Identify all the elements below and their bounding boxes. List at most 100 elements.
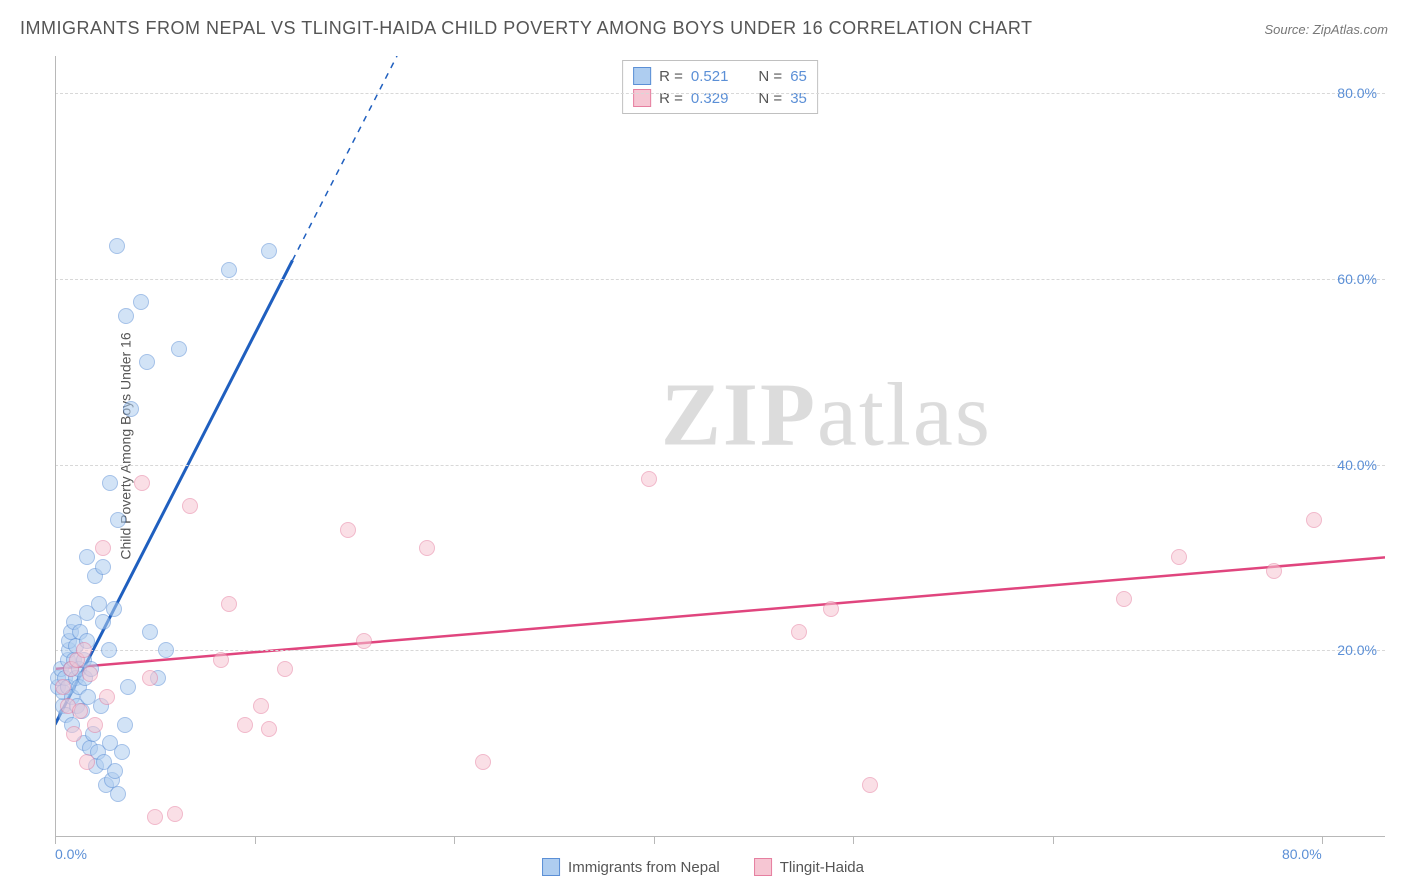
legend-swatch: [633, 89, 651, 107]
data-point-nepal: [117, 717, 133, 733]
watermark-suffix: atlas: [817, 365, 992, 464]
x-tick-mark: [255, 836, 256, 844]
data-point-tlingit: [95, 540, 111, 556]
n-label: N =: [758, 90, 782, 107]
data-point-tlingit: [862, 777, 878, 793]
x-tick-label: 80.0%: [1282, 846, 1322, 862]
data-point-tlingit: [1306, 512, 1322, 528]
data-point-nepal: [171, 341, 187, 357]
data-point-nepal: [109, 238, 125, 254]
data-point-tlingit: [142, 670, 158, 686]
data-point-tlingit: [66, 726, 82, 742]
data-point-tlingit: [76, 642, 92, 658]
correlation-legend: R = 0.521 N = 65 R = 0.329 N = 35: [622, 60, 818, 114]
data-point-nepal: [79, 549, 95, 565]
data-point-tlingit: [475, 754, 491, 770]
n-value: 65: [790, 68, 807, 85]
legend-swatch: [633, 67, 651, 85]
legend-label: Immigrants from Nepal: [568, 859, 720, 876]
x-tick-mark: [654, 836, 655, 844]
data-point-nepal: [120, 679, 136, 695]
plot-area: ZIPatlas R = 0.521 N = 65 R = 0.329 N = 35 20.0…: [55, 56, 1385, 836]
data-point-nepal: [95, 614, 111, 630]
gridline-h: [55, 93, 1385, 94]
data-point-nepal: [139, 354, 155, 370]
regression-line-nepal: [55, 260, 293, 724]
data-point-tlingit: [237, 717, 253, 733]
data-point-nepal: [221, 262, 237, 278]
data-point-nepal: [101, 642, 117, 658]
data-point-nepal: [142, 624, 158, 640]
source-attribution: Source: ZipAtlas.com: [1264, 22, 1388, 37]
data-point-tlingit: [823, 601, 839, 617]
data-point-tlingit: [82, 666, 98, 682]
chart-title: IMMIGRANTS FROM NEPAL VS TLINGIT-HAIDA C…: [20, 18, 1033, 39]
data-point-tlingit: [419, 540, 435, 556]
data-point-tlingit: [641, 471, 657, 487]
r-value: 0.521: [691, 68, 729, 85]
data-point-tlingit: [1171, 549, 1187, 565]
data-point-tlingit: [99, 689, 115, 705]
regression-line-tlingit: [55, 557, 1385, 668]
data-point-nepal: [261, 243, 277, 259]
x-tick-mark: [1053, 836, 1054, 844]
n-label: N =: [758, 68, 782, 85]
data-point-nepal: [123, 401, 139, 417]
data-point-tlingit: [791, 624, 807, 640]
r-value: 0.329: [691, 90, 729, 107]
x-tick-mark: [454, 836, 455, 844]
gridline-h: [55, 465, 1385, 466]
data-point-tlingit: [356, 633, 372, 649]
legend-item-nepal: Immigrants from Nepal: [542, 858, 720, 876]
r-label: R =: [659, 90, 683, 107]
data-point-tlingit: [253, 698, 269, 714]
data-point-tlingit: [261, 721, 277, 737]
data-point-tlingit: [79, 754, 95, 770]
gridline-h: [55, 279, 1385, 280]
data-point-tlingit: [72, 703, 88, 719]
data-point-nepal: [110, 512, 126, 528]
data-point-tlingit: [1116, 591, 1132, 607]
data-point-nepal: [95, 559, 111, 575]
watermark: ZIPatlas: [661, 363, 992, 466]
y-axis: [55, 56, 56, 836]
legend-item-tlingit: Tlingit-Haida: [754, 858, 864, 876]
legend-stat-row-tlingit: R = 0.329 N = 35: [633, 87, 807, 109]
legend-label: Tlingit-Haida: [780, 859, 864, 876]
y-tick-label: 60.0%: [1337, 271, 1377, 287]
data-point-nepal: [114, 744, 130, 760]
x-tick-mark: [1322, 836, 1323, 844]
watermark-prefix: ZIP: [661, 365, 817, 464]
data-point-tlingit: [147, 809, 163, 825]
y-tick-label: 20.0%: [1337, 642, 1377, 658]
data-point-tlingit: [55, 679, 71, 695]
legend-swatch: [754, 858, 772, 876]
data-point-tlingit: [1266, 563, 1282, 579]
data-point-tlingit: [340, 522, 356, 538]
data-point-nepal: [133, 294, 149, 310]
data-point-tlingit: [213, 652, 229, 668]
regression-line-nepal-dashed: [293, 56, 398, 260]
y-tick-label: 40.0%: [1337, 457, 1377, 473]
data-point-tlingit: [277, 661, 293, 677]
legend-swatch: [542, 858, 560, 876]
x-tick-label: 0.0%: [55, 846, 87, 862]
data-point-tlingit: [134, 475, 150, 491]
n-value: 35: [790, 90, 807, 107]
data-point-tlingit: [87, 717, 103, 733]
x-tick-mark: [853, 836, 854, 844]
x-tick-mark: [55, 836, 56, 844]
data-point-tlingit: [221, 596, 237, 612]
r-label: R =: [659, 68, 683, 85]
data-point-nepal: [107, 763, 123, 779]
series-legend: Immigrants from Nepal Tlingit-Haida: [542, 858, 864, 876]
data-point-nepal: [106, 601, 122, 617]
gridline-h: [55, 650, 1385, 651]
legend-stat-row-nepal: R = 0.521 N = 65: [633, 65, 807, 87]
data-point-nepal: [158, 642, 174, 658]
y-tick-label: 80.0%: [1337, 85, 1377, 101]
data-point-nepal: [102, 475, 118, 491]
data-point-tlingit: [182, 498, 198, 514]
data-point-nepal: [118, 308, 134, 324]
data-point-nepal: [110, 786, 126, 802]
